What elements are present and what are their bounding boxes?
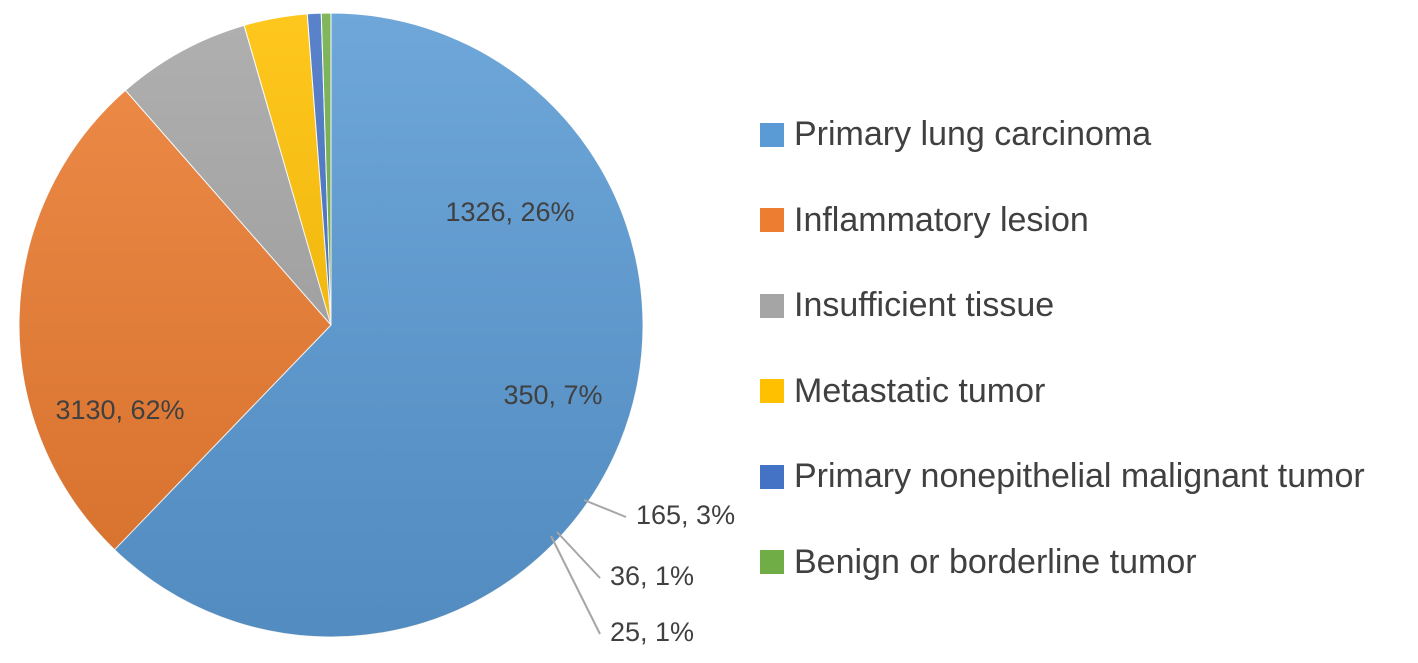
data-label-insufficient-tissue: 350, 7%: [503, 380, 602, 410]
legend-swatch: [760, 379, 784, 404]
legend-item-metastatic-tumor: Metastatic tumor: [760, 349, 1410, 435]
legend-label: Insufficient tissue: [794, 286, 1055, 325]
legend-item-primary-nonepithelial-malignant-tumor: Primary nonepithelial malignant tumor: [760, 434, 1410, 520]
legend-swatch: [760, 464, 784, 489]
data-label-primary-lung-carcinoma: 3130, 62%: [55, 395, 184, 425]
legend-label: Benign or borderline tumor: [794, 542, 1197, 581]
legend-label: Primary lung carcinoma: [794, 115, 1152, 154]
data-label-metastatic-tumor: 165, 3%: [636, 500, 735, 530]
legend-label: Primary nonepithelial malignant tumor: [794, 457, 1365, 496]
leader-line: [583, 499, 627, 518]
legend-swatch: [760, 122, 784, 147]
legend-item-primary-lung-carcinoma: Primary lung carcinoma: [760, 92, 1410, 178]
data-label-benign-or-borderline-tumor: 25, 1%: [610, 617, 694, 647]
legend-item-benign-or-borderline-tumor: Benign or borderline tumor: [760, 520, 1410, 606]
leader-line: [550, 535, 601, 635]
legend-label: Inflammatory lesion: [794, 200, 1089, 239]
legend-swatch: [760, 293, 784, 318]
legend-swatch: [760, 550, 784, 575]
legend: Primary lung carcinoma Inflammatory lesi…: [760, 92, 1410, 605]
data-label-primary-nonepithelial-malignant-tumor: 36, 1%: [610, 561, 694, 591]
legend-label: Metastatic tumor: [794, 371, 1046, 410]
legend-swatch: [760, 208, 784, 233]
legend-item-inflammatory-lesion: Inflammatory lesion: [760, 178, 1410, 264]
legend-item-insufficient-tissue: Insufficient tissue: [760, 263, 1410, 349]
leader-line: [556, 531, 601, 579]
data-label-inflammatory-lesion: 1326, 26%: [445, 197, 574, 227]
